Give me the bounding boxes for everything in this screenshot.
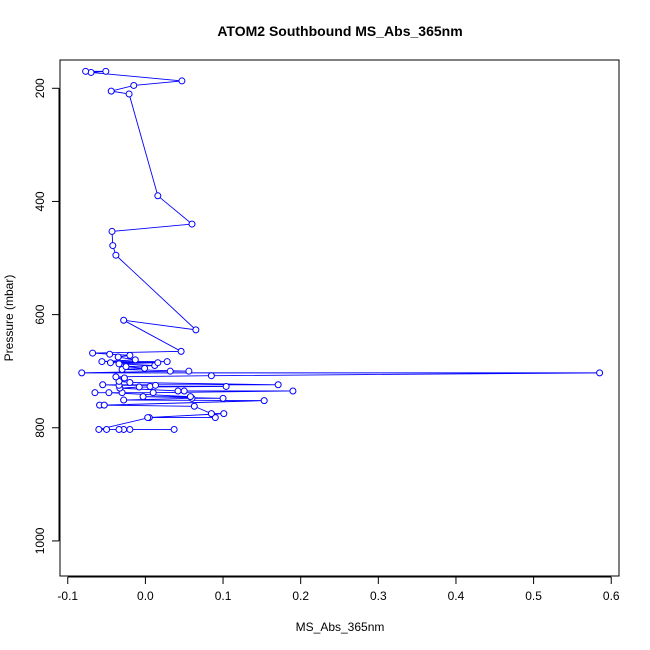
data-point bbox=[154, 359, 162, 367]
data-point bbox=[190, 402, 198, 410]
data-point bbox=[192, 326, 200, 334]
data-point bbox=[185, 367, 193, 375]
data-point bbox=[95, 425, 103, 433]
series-layer bbox=[78, 67, 604, 433]
data-point bbox=[100, 401, 108, 409]
data-point bbox=[178, 77, 186, 85]
data-point bbox=[106, 350, 114, 358]
data-point bbox=[89, 349, 97, 357]
data-point bbox=[186, 393, 194, 401]
data-point bbox=[115, 360, 123, 368]
data-point bbox=[120, 396, 128, 404]
data-point bbox=[207, 410, 215, 418]
data-point bbox=[126, 425, 134, 433]
data-point bbox=[141, 364, 149, 372]
data-point bbox=[163, 358, 171, 366]
data-point bbox=[106, 359, 114, 367]
data-point bbox=[596, 369, 604, 377]
data-point bbox=[220, 410, 228, 418]
data-point bbox=[105, 389, 113, 397]
data-point bbox=[126, 379, 134, 386]
chart-title: ATOM2 Southbound MS_Abs_365nm bbox=[217, 23, 462, 39]
data-point bbox=[125, 90, 133, 98]
data-point bbox=[112, 251, 120, 259]
x-axis-label: MS_Abs_365nm bbox=[296, 620, 385, 634]
y-tick-label: 200 bbox=[33, 78, 47, 98]
data-point bbox=[274, 381, 282, 389]
data-point bbox=[107, 87, 115, 95]
data-point bbox=[126, 351, 134, 359]
data-point bbox=[207, 372, 215, 380]
data-point bbox=[170, 425, 178, 433]
data-point bbox=[103, 425, 111, 433]
x-tick-label: -0.1 bbox=[57, 589, 78, 603]
y-axis-label: Pressure (mbar) bbox=[2, 275, 16, 362]
data-point bbox=[151, 381, 159, 389]
data-point bbox=[109, 242, 117, 250]
plot-area bbox=[78, 67, 604, 433]
data-point bbox=[99, 381, 107, 389]
data-point bbox=[149, 389, 157, 397]
data-point bbox=[219, 394, 227, 402]
data-point bbox=[154, 192, 162, 200]
data-point bbox=[177, 347, 185, 355]
data-point bbox=[135, 383, 143, 391]
data-point bbox=[120, 374, 128, 382]
data-point bbox=[112, 373, 120, 381]
data-point bbox=[222, 382, 230, 390]
data-point bbox=[180, 387, 188, 395]
x-tick-label: 0.1 bbox=[215, 589, 232, 603]
y-tick-label: 800 bbox=[33, 417, 47, 437]
data-point bbox=[102, 67, 110, 75]
data-point bbox=[144, 414, 152, 422]
y-tick-label: 400 bbox=[33, 191, 47, 211]
data-point bbox=[82, 67, 90, 75]
data-point bbox=[114, 353, 122, 361]
data-point bbox=[174, 387, 182, 395]
data-point bbox=[139, 393, 147, 401]
plot-frame bbox=[59, 59, 620, 577]
x-tick-label: 0.6 bbox=[603, 589, 620, 603]
x-tick-label: 0.3 bbox=[370, 589, 387, 603]
data-point bbox=[108, 227, 116, 235]
data-point bbox=[130, 81, 138, 89]
y-tick-label: 1000 bbox=[33, 527, 47, 554]
data-point bbox=[120, 316, 128, 324]
data-point bbox=[289, 387, 297, 395]
data-point bbox=[188, 220, 196, 228]
data-point bbox=[98, 358, 106, 366]
x-tick-label: 0.4 bbox=[448, 589, 465, 603]
data-point bbox=[166, 367, 174, 375]
y-axis: 200 400 600 800 1000 bbox=[33, 78, 60, 554]
x-axis: -0.1 0.0 0.1 0.2 0.3 0.4 0.5 0.6 bbox=[57, 576, 620, 603]
data-point bbox=[78, 369, 86, 377]
x-tick-label: 0.5 bbox=[525, 589, 542, 603]
x-tick-label: 0.2 bbox=[292, 589, 309, 603]
data-point bbox=[91, 389, 99, 397]
x-tick-label: 0.0 bbox=[137, 589, 154, 603]
data-point bbox=[131, 356, 139, 364]
data-point bbox=[115, 425, 123, 433]
y-tick-label: 600 bbox=[33, 304, 47, 324]
data-point bbox=[122, 363, 130, 371]
data-point bbox=[260, 397, 268, 405]
